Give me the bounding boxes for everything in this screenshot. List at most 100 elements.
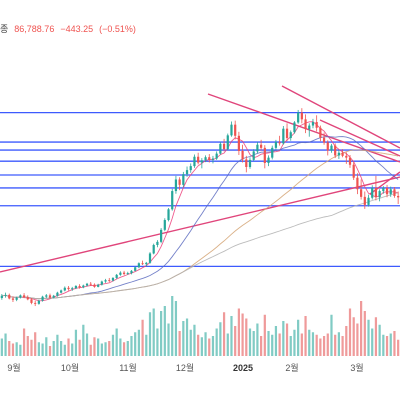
candle[interactable] <box>52 294 55 299</box>
volume-bar[interactable] <box>15 342 18 356</box>
volume-bar[interactable] <box>122 342 126 356</box>
candle[interactable] <box>41 295 44 302</box>
volume-bar[interactable] <box>171 296 174 356</box>
candle[interactable] <box>263 145 266 169</box>
volume-bar[interactable] <box>45 337 48 356</box>
volume-bar[interactable] <box>160 311 163 356</box>
volume-bar[interactable] <box>334 334 337 356</box>
candle[interactable] <box>167 208 170 222</box>
candle[interactable] <box>308 123 311 137</box>
candle[interactable] <box>208 154 211 163</box>
candle[interactable] <box>289 130 292 141</box>
candle[interactable] <box>63 286 66 292</box>
volume-bar[interactable] <box>285 323 289 357</box>
candle[interactable] <box>67 285 70 291</box>
volume-bar[interactable] <box>182 321 185 356</box>
candle[interactable] <box>326 140 329 156</box>
candle[interactable] <box>245 155 248 173</box>
volume-bar[interactable] <box>256 323 259 357</box>
volume-bar[interactable] <box>200 337 203 356</box>
candle[interactable] <box>89 281 92 286</box>
candle[interactable] <box>74 285 78 290</box>
candle[interactable] <box>211 155 215 164</box>
candle[interactable] <box>256 142 259 154</box>
volume-bar[interactable] <box>222 312 226 356</box>
volume-bar[interactable] <box>322 336 326 356</box>
candle[interactable] <box>160 228 163 244</box>
candle[interactable] <box>71 286 74 291</box>
volume-bar[interactable] <box>8 341 11 356</box>
volume-bar[interactable] <box>74 329 78 356</box>
candle[interactable] <box>189 163 192 173</box>
candle[interactable] <box>382 186 385 194</box>
candle[interactable] <box>334 143 337 159</box>
volume-bar[interactable] <box>11 343 15 357</box>
volume-bar[interactable] <box>174 301 178 356</box>
candle[interactable] <box>100 280 103 286</box>
candle[interactable] <box>271 145 274 160</box>
candle[interactable] <box>219 142 222 155</box>
volume-bar[interactable] <box>374 317 378 356</box>
candle[interactable] <box>200 158 203 169</box>
volume-bar[interactable] <box>260 336 263 356</box>
candle[interactable] <box>319 125 322 142</box>
candle[interactable] <box>345 152 348 164</box>
volume-bar[interactable] <box>141 319 144 356</box>
candle[interactable] <box>311 118 315 129</box>
volume-bar[interactable] <box>78 339 81 356</box>
volume-bar[interactable] <box>115 328 118 357</box>
candle[interactable] <box>137 262 140 269</box>
candle[interactable] <box>122 270 126 276</box>
candle[interactable] <box>115 273 118 279</box>
candle[interactable] <box>48 293 52 299</box>
volume-bar[interactable] <box>67 338 70 357</box>
candle[interactable] <box>393 187 396 198</box>
volume-bar[interactable] <box>271 334 274 356</box>
candle[interactable] <box>341 149 344 158</box>
volume-bar[interactable] <box>89 344 92 356</box>
volume-bar[interactable] <box>241 313 244 357</box>
candle[interactable] <box>56 291 59 297</box>
volume-bar[interactable] <box>234 326 237 356</box>
candle[interactable] <box>378 189 381 202</box>
volume-bar[interactable] <box>274 326 278 356</box>
candle[interactable] <box>30 298 33 305</box>
candle[interactable] <box>141 260 144 266</box>
candle[interactable] <box>267 155 270 167</box>
volume-bar[interactable] <box>319 338 322 357</box>
candle[interactable] <box>222 138 226 152</box>
volume-bar[interactable] <box>56 334 59 356</box>
volume-bar[interactable] <box>378 324 381 356</box>
candle[interactable] <box>385 184 389 198</box>
candle[interactable] <box>85 282 89 287</box>
volume-bar[interactable] <box>71 343 74 357</box>
candle[interactable] <box>152 243 155 255</box>
candle[interactable] <box>185 166 189 177</box>
volume-bar[interactable] <box>226 333 229 357</box>
volume-bar[interactable] <box>219 322 222 356</box>
candle[interactable] <box>230 121 233 137</box>
volume-bar[interactable] <box>315 334 318 356</box>
volume-bar[interactable] <box>137 329 140 356</box>
candle[interactable] <box>285 123 289 142</box>
volume-bar[interactable] <box>297 319 300 356</box>
volume-bar[interactable] <box>60 341 63 356</box>
candle[interactable] <box>234 120 237 140</box>
volume-bar[interactable] <box>237 308 240 357</box>
volume-bar[interactable] <box>289 336 292 356</box>
candle[interactable] <box>304 114 307 134</box>
volume-bar[interactable] <box>37 342 40 356</box>
volume-bar[interactable] <box>300 333 303 357</box>
volume-bar[interactable] <box>119 338 122 357</box>
candle[interactable] <box>163 218 166 232</box>
candle[interactable] <box>156 240 159 248</box>
volume-bar[interactable] <box>367 319 370 356</box>
volume-bar[interactable] <box>215 328 218 357</box>
candle[interactable] <box>134 266 137 272</box>
candle[interactable] <box>278 135 281 146</box>
candle[interactable] <box>348 154 352 168</box>
candle[interactable] <box>182 171 185 188</box>
volume-bar[interactable] <box>263 314 266 356</box>
candle[interactable] <box>260 139 263 151</box>
candle[interactable] <box>108 277 111 282</box>
